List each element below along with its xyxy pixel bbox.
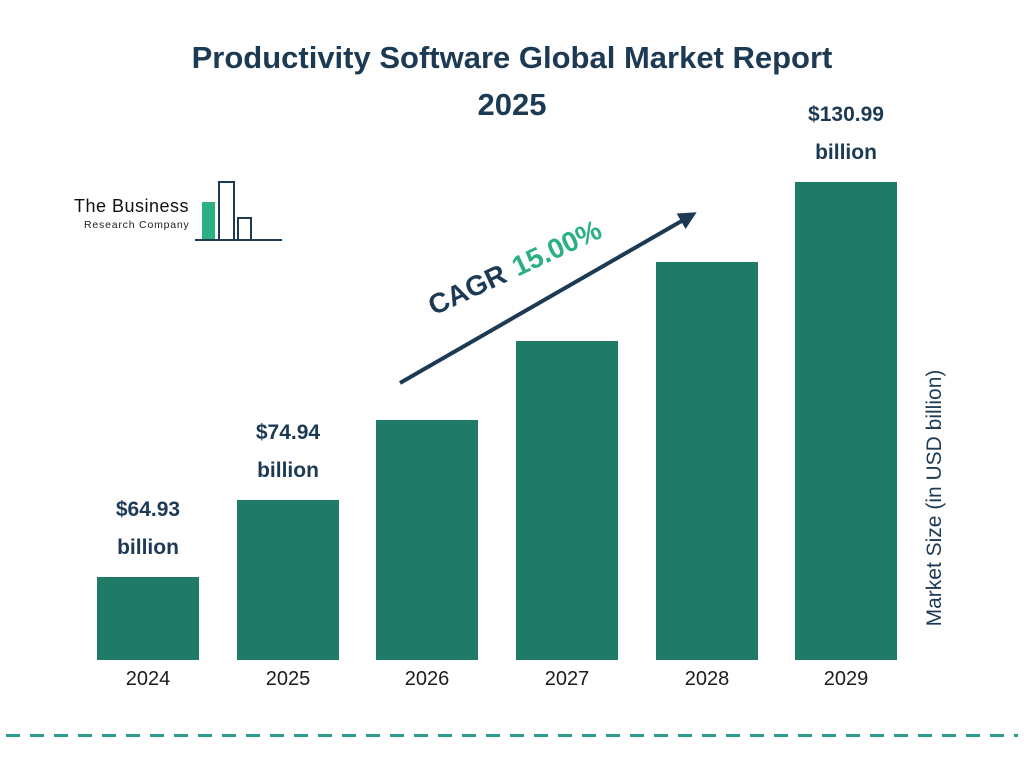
chart-title-line2: 2025 (477, 87, 547, 122)
bar-2027 (516, 341, 618, 660)
y-axis-label: Market Size (in USD billion) (923, 369, 946, 627)
bar-2024 (97, 577, 199, 660)
x-axis-label-2025: 2025 (265, 668, 311, 690)
value-label-2024: $64.93 billion (115, 498, 181, 559)
bar-2028 (656, 262, 758, 660)
value-label-2029: $130.99 billion (808, 103, 884, 164)
x-axis-label-2028: 2028 (684, 668, 730, 690)
bar-2025 (237, 500, 339, 660)
chart-title: Productivity Software Global Market Repo… (112, 34, 912, 128)
chart-title-line1: Productivity Software Global Market Repo… (191, 40, 833, 75)
x-axis-label-2024: 2024 (125, 668, 171, 690)
bar-2026 (376, 420, 478, 660)
cagr-value: 15.00% (507, 213, 607, 283)
footer-dashed-line (6, 734, 1018, 737)
x-axis-label-2026: 2026 (404, 668, 450, 690)
company-logo: The Business Research Company (74, 196, 190, 231)
cagr-annotation: CAGR15.00% (381, 194, 648, 341)
bar-2029 (795, 182, 897, 660)
x-axis-label-2029: 2029 (823, 668, 869, 690)
logo-subtitle-text: Research Company (84, 219, 190, 231)
cagr-label: CAGR (423, 258, 512, 322)
logo-name-text: The Business (74, 196, 190, 216)
value-label-2025: $74.94 billion (255, 421, 321, 482)
x-axis-label-2027: 2027 (544, 668, 590, 690)
logo-bars-icon (195, 181, 282, 241)
